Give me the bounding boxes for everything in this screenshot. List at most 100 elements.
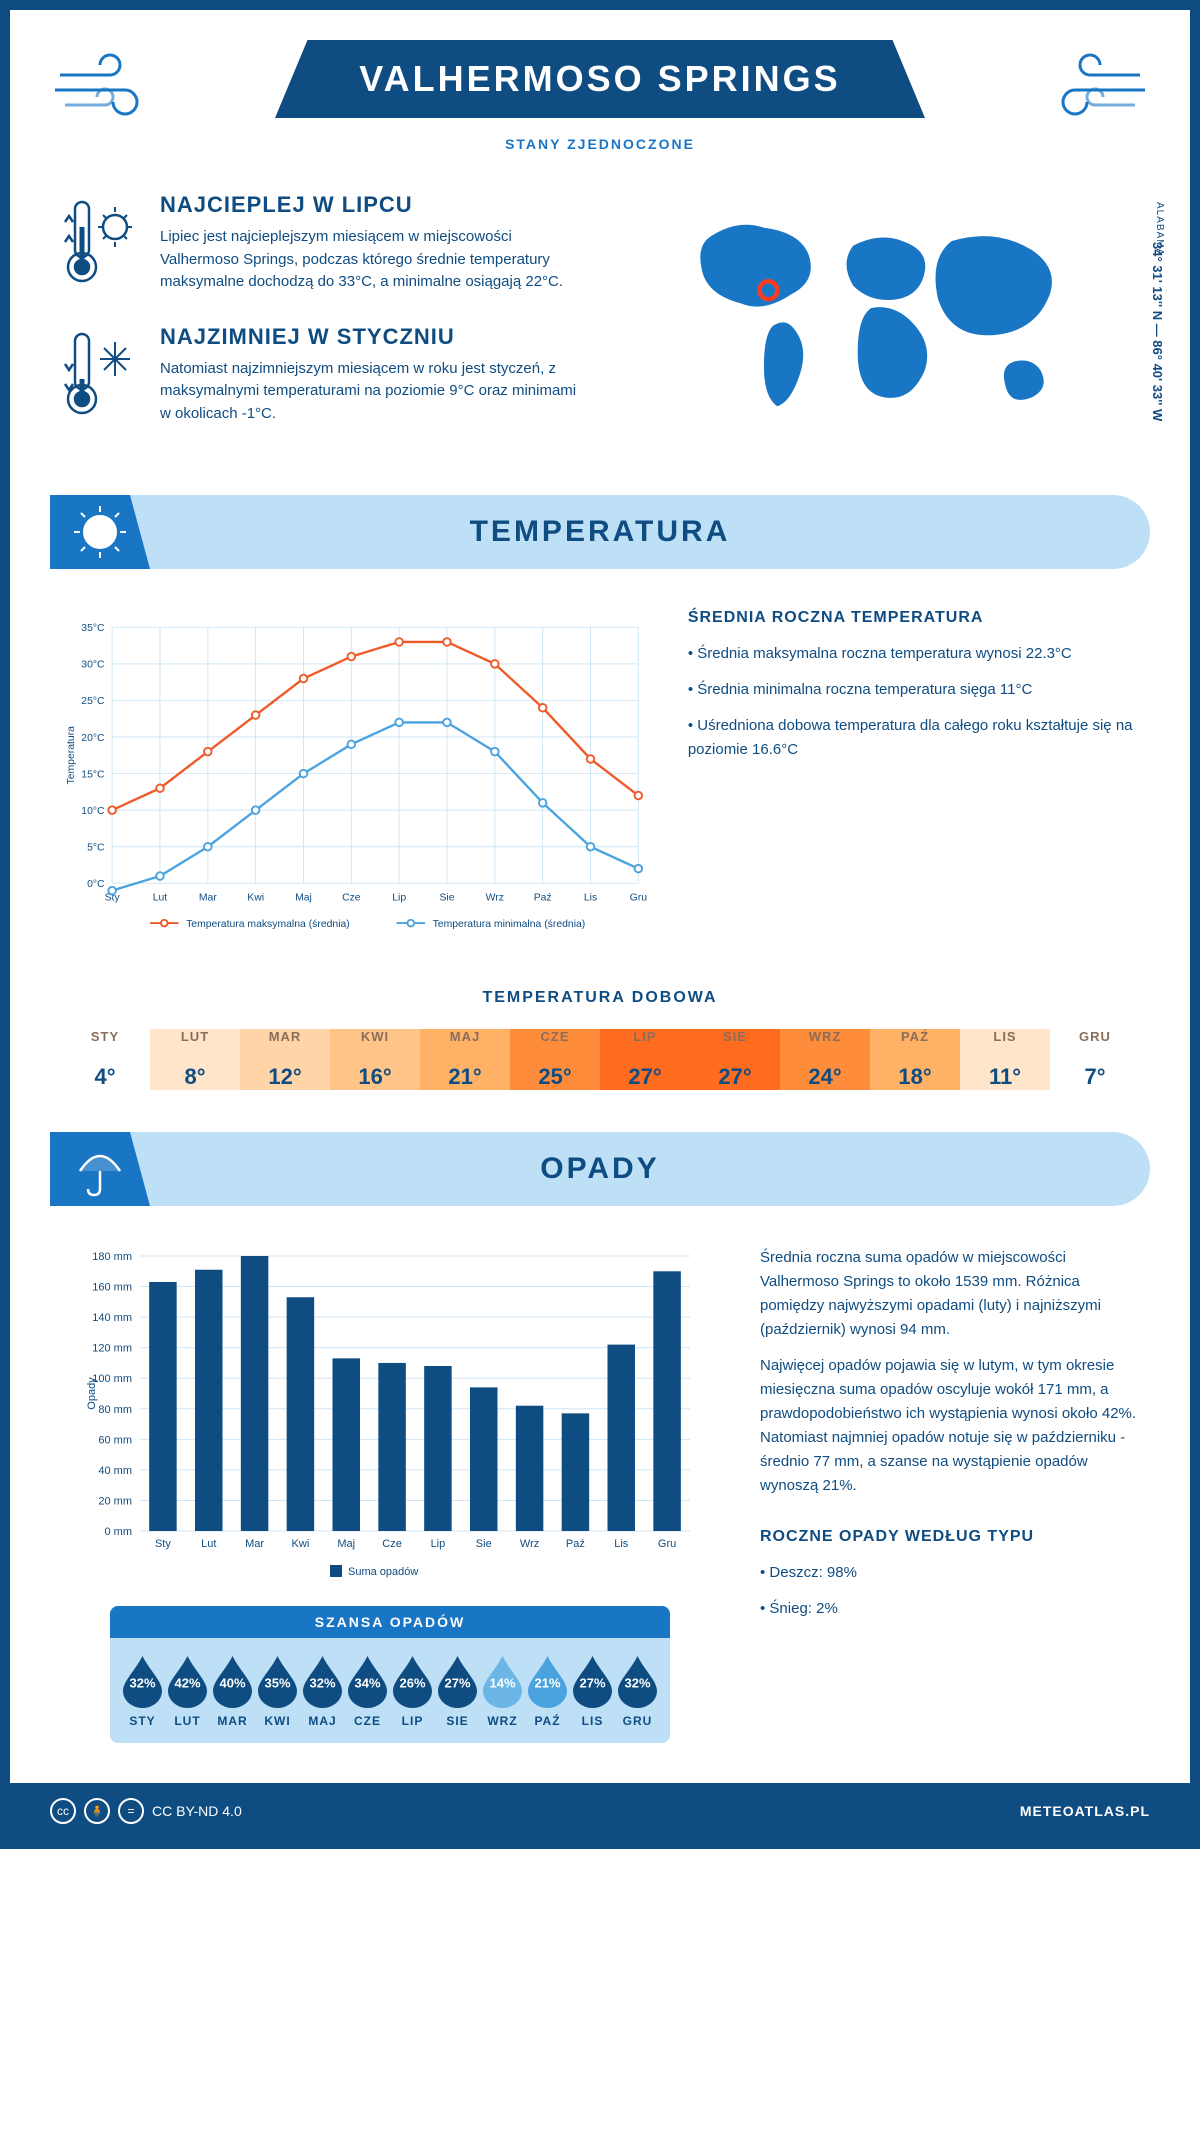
precip-chance-drop: 21%PAŹ (525, 1653, 570, 1728)
svg-text:Kwi: Kwi (247, 892, 264, 903)
svg-text:Lut: Lut (153, 892, 168, 903)
cold-title: NAJZIMNIEJ W STYCZNIU (160, 324, 580, 350)
precip-type-snow: • Śnieg: 2% (760, 1597, 1140, 1621)
world-map-icon (620, 192, 1140, 442)
svg-text:160 mm: 160 mm (92, 1282, 132, 1294)
cold-fact: NAJZIMNIEJ W STYCZNIU Natomiast najzimni… (60, 324, 580, 426)
heat-cell: LIP27° (600, 1017, 690, 1102)
svg-text:Wrz: Wrz (486, 892, 504, 903)
svg-text:5°C: 5°C (87, 843, 105, 854)
precip-p2: Najwięcej opadów pojawia się w lutym, w … (760, 1354, 1140, 1498)
svg-text:140 mm: 140 mm (92, 1312, 132, 1324)
hot-fact: NAJCIEPLEJ W LIPCU Lipiec jest najcieple… (60, 192, 580, 294)
temp-summary-title: ŚREDNIA ROCZNA TEMPERATURA (688, 609, 1140, 627)
precip-type-title: ROCZNE OPADY WEDŁUG TYPU (760, 1528, 1140, 1546)
temperature-section-header: TEMPERATURA (50, 495, 1150, 569)
heat-cell: KWI16° (330, 1017, 420, 1102)
precip-chance-drop: 32%STY (120, 1653, 165, 1728)
svg-text:Paź: Paź (566, 1538, 585, 1550)
temp-bullet: • Uśredniona dobowa temperatura dla całe… (688, 714, 1140, 762)
svg-text:Sie: Sie (439, 892, 454, 903)
heat-cell: PAŹ18° (870, 1017, 960, 1102)
svg-text:Kwi: Kwi (292, 1538, 310, 1550)
svg-text:Mar: Mar (245, 1538, 264, 1550)
svg-text:Maj: Maj (337, 1538, 355, 1550)
svg-text:Lut: Lut (201, 1538, 216, 1550)
by-icon: 🧍 (84, 1798, 110, 1824)
temp-bullet: • Średnia minimalna roczna temperatura s… (688, 678, 1140, 702)
wind-icon (50, 45, 170, 125)
umbrella-icon (50, 1132, 150, 1206)
daily-temp-title: TEMPERATURA DOBOWA (10, 989, 1190, 1007)
svg-text:0°C: 0°C (87, 879, 105, 890)
svg-text:Temperatura minimalna (średnia: Temperatura minimalna (średnia) (433, 919, 586, 930)
thermometer-cold-icon (60, 324, 140, 426)
page-title: VALHERMOSO SPRINGS (275, 40, 925, 118)
svg-text:Cze: Cze (382, 1538, 402, 1550)
heat-cell: GRU7° (1050, 1017, 1140, 1102)
precip-chance-drop: 14%WRZ (480, 1653, 525, 1728)
precip-title: OPADY (70, 1152, 1130, 1186)
svg-text:35°C: 35°C (81, 623, 105, 634)
svg-text:10°C: 10°C (81, 806, 105, 817)
precip-type-rain: • Deszcz: 98% (760, 1561, 1140, 1585)
heat-cell: CZE25° (510, 1017, 600, 1102)
svg-text:Temperatura: Temperatura (66, 726, 77, 785)
precip-chance-drop: 26%LIP (390, 1653, 435, 1728)
svg-text:180 mm: 180 mm (92, 1251, 132, 1263)
footer: cc 🧍 = CC BY-ND 4.0 METEOATLAS.PL (10, 1783, 1190, 1839)
svg-text:Gru: Gru (630, 892, 648, 903)
precipitation-section-header: OPADY (50, 1132, 1150, 1206)
heat-cell: LIS11° (960, 1017, 1050, 1102)
heat-cell: SIE27° (690, 1017, 780, 1102)
svg-text:40 mm: 40 mm (98, 1465, 132, 1477)
svg-text:Gru: Gru (658, 1538, 676, 1550)
cc-icon: cc (50, 1798, 76, 1824)
precip-chance-drop: 27%LIS (570, 1653, 615, 1728)
precip-chance-panel: SZANSA OPADÓW 32%STY42%LUT40%MAR35%KWI32… (110, 1606, 670, 1743)
svg-text:Paź: Paź (534, 892, 552, 903)
daily-temp-heatstrip: STY4°LUT8°MAR12°KWI16°MAJ21°CZE25°LIP27°… (60, 1017, 1140, 1102)
svg-text:100 mm: 100 mm (92, 1373, 132, 1385)
wind-icon (1030, 45, 1150, 125)
sun-icon (50, 495, 150, 569)
precip-chance-drop: 32%MAJ (300, 1653, 345, 1728)
precip-chance-drop: 34%CZE (345, 1653, 390, 1728)
license-text: CC BY-ND 4.0 (152, 1803, 242, 1819)
temp-title: TEMPERATURA (70, 515, 1130, 549)
svg-text:Lis: Lis (614, 1538, 629, 1550)
intro-section: NAJCIEPLEJ W LIPCU Lipiec jest najcieple… (10, 162, 1190, 475)
svg-text:Temperatura maksymalna (średni: Temperatura maksymalna (średnia) (186, 919, 350, 930)
svg-text:Sty: Sty (155, 1538, 171, 1550)
svg-text:80 mm: 80 mm (98, 1404, 132, 1416)
svg-text:Mar: Mar (199, 892, 217, 903)
heat-cell: MAR12° (240, 1017, 330, 1102)
heat-cell: LUT8° (150, 1017, 240, 1102)
svg-text:Sie: Sie (476, 1538, 492, 1550)
svg-text:30°C: 30°C (81, 660, 105, 671)
svg-text:Suma opadów: Suma opadów (348, 1566, 418, 1578)
precip-chance-drop: 35%KWI (255, 1653, 300, 1728)
temp-bullet: • Średnia maksymalna roczna temperatura … (688, 642, 1140, 666)
heat-cell: STY4° (60, 1017, 150, 1102)
nd-icon: = (118, 1798, 144, 1824)
precip-chance-drop: 40%MAR (210, 1653, 255, 1728)
svg-text:Maj: Maj (295, 892, 312, 903)
precip-summary: Średnia roczna suma opadów w miejscowośc… (760, 1246, 1140, 1763)
temperature-chart: 0°C5°C10°C15°C20°C25°C30°C35°CStyLutMarK… (60, 609, 648, 949)
svg-text:0 mm: 0 mm (105, 1526, 133, 1538)
svg-text:Opady: Opady (86, 1377, 98, 1410)
license: cc 🧍 = CC BY-ND 4.0 (50, 1798, 242, 1824)
precip-chance-drop: 32%GRU (615, 1653, 660, 1728)
site-name: METEOATLAS.PL (1020, 1803, 1150, 1819)
svg-text:15°C: 15°C (81, 769, 105, 780)
subtitle: STANY ZJEDNOCZONE (50, 136, 1150, 152)
precip-p1: Średnia roczna suma opadów w miejscowośc… (760, 1246, 1140, 1342)
svg-text:20°C: 20°C (81, 733, 105, 744)
hot-text: Lipiec jest najcieplejszym miesiącem w m… (160, 226, 580, 294)
svg-text:Lip: Lip (392, 892, 406, 903)
temp-summary: ŚREDNIA ROCZNA TEMPERATURA • Średnia mak… (688, 609, 1140, 949)
svg-text:Wrz: Wrz (520, 1538, 539, 1550)
svg-text:Lis: Lis (584, 892, 597, 903)
heat-cell: MAJ21° (420, 1017, 510, 1102)
